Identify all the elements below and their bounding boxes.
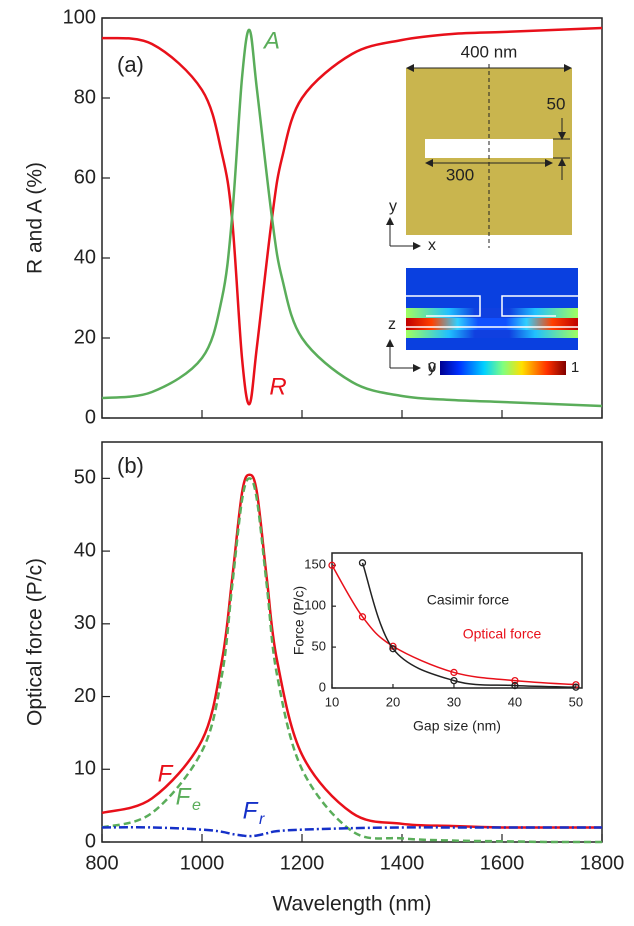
y-tick-label: 100: [63, 6, 96, 28]
field-band: [406, 318, 578, 330]
series-line: [101, 826, 602, 838]
x-tick-label: 10: [325, 694, 339, 709]
data-point: [511, 681, 519, 690]
x-axis-title: Gap size (nm): [413, 718, 501, 734]
x-tick-label: 40: [508, 694, 522, 709]
x-tick-label: 1000: [180, 852, 225, 874]
annotation: F: [243, 797, 259, 824]
x-axis-title: Wavelength (nm): [272, 893, 431, 916]
y-tick-label: 50: [74, 467, 96, 489]
y-axis-title: Force (P/c): [291, 586, 307, 655]
y-tick-label: 80: [74, 86, 96, 108]
y-tick-label: 0: [85, 830, 96, 852]
dim-label: 50: [547, 94, 566, 113]
panel-label: (b): [117, 453, 144, 478]
series-line: [361, 562, 576, 688]
y-tick-label: 150: [304, 557, 326, 572]
annotation: F: [158, 760, 174, 787]
axis-letter: y: [428, 359, 436, 376]
data-point: [328, 561, 336, 569]
annotation: R: [269, 373, 286, 400]
plot-frame: [331, 552, 583, 689]
data-point: [572, 681, 580, 689]
data-point: [450, 668, 458, 677]
y-tick-label: 40: [74, 539, 96, 561]
colorbar: [440, 361, 566, 375]
annotation: Casimir force: [427, 592, 510, 608]
data-point: [358, 613, 367, 621]
y-tick-label: 0: [85, 406, 96, 428]
plot-frame: [101, 441, 603, 843]
annotation-subscript: e: [192, 797, 201, 814]
data-point: [572, 683, 580, 691]
x-tick-label: 50: [569, 694, 583, 709]
axis-letter: y: [389, 198, 397, 215]
data-point: [450, 676, 458, 685]
schematic: 400 nm 50 300 y x z y 0 1: [386, 42, 579, 376]
x-tick-label: 1600: [480, 852, 525, 874]
outline: [406, 295, 578, 328]
data-point: [358, 559, 367, 567]
x-tick-label: 30: [447, 694, 461, 709]
y-tick-label: 20: [74, 685, 96, 707]
annotation: F: [176, 783, 192, 810]
annotation: Optical force: [463, 626, 542, 642]
annotation: A: [262, 27, 280, 54]
field-halo: [406, 308, 578, 320]
axis-letter: x: [428, 237, 436, 254]
dim-label: 300: [446, 165, 474, 184]
y-tick-label: 30: [74, 612, 96, 634]
annotation-subscript: r: [259, 811, 265, 828]
x-tick-label: 1200: [280, 852, 325, 874]
data-point: [511, 676, 519, 685]
y-tick-label: 60: [74, 166, 96, 188]
plot-frame: [101, 17, 603, 419]
y-tick-label: 0: [319, 679, 326, 694]
series-line: [101, 28, 603, 408]
x-tick-label: 1400: [380, 852, 425, 874]
x-tick-label: 20: [386, 694, 400, 709]
field-halo: [406, 330, 578, 338]
y-tick-label: 100: [304, 598, 326, 613]
colorbar-label: 0: [428, 359, 436, 376]
x-tick-label: 800: [85, 852, 118, 874]
y-tick-label: 50: [312, 639, 326, 654]
series-line: [101, 477, 603, 844]
axis-letter: z: [388, 316, 396, 333]
series-line: [101, 473, 602, 829]
y-tick-label: 40: [74, 246, 96, 268]
y-tick-label: 10: [74, 758, 96, 780]
data-point: [389, 645, 397, 653]
series-line: [101, 26, 603, 406]
dim-label: 400 nm: [461, 42, 518, 61]
colorbar-label: 1: [571, 359, 579, 376]
y-axis-title: R and A (%): [24, 162, 47, 274]
x-tick-label: 1800: [580, 852, 625, 874]
y-axis-title: Optical force (P/c): [24, 558, 47, 726]
y-tick-label: 20: [74, 326, 96, 348]
panel-label: (a): [117, 52, 144, 77]
